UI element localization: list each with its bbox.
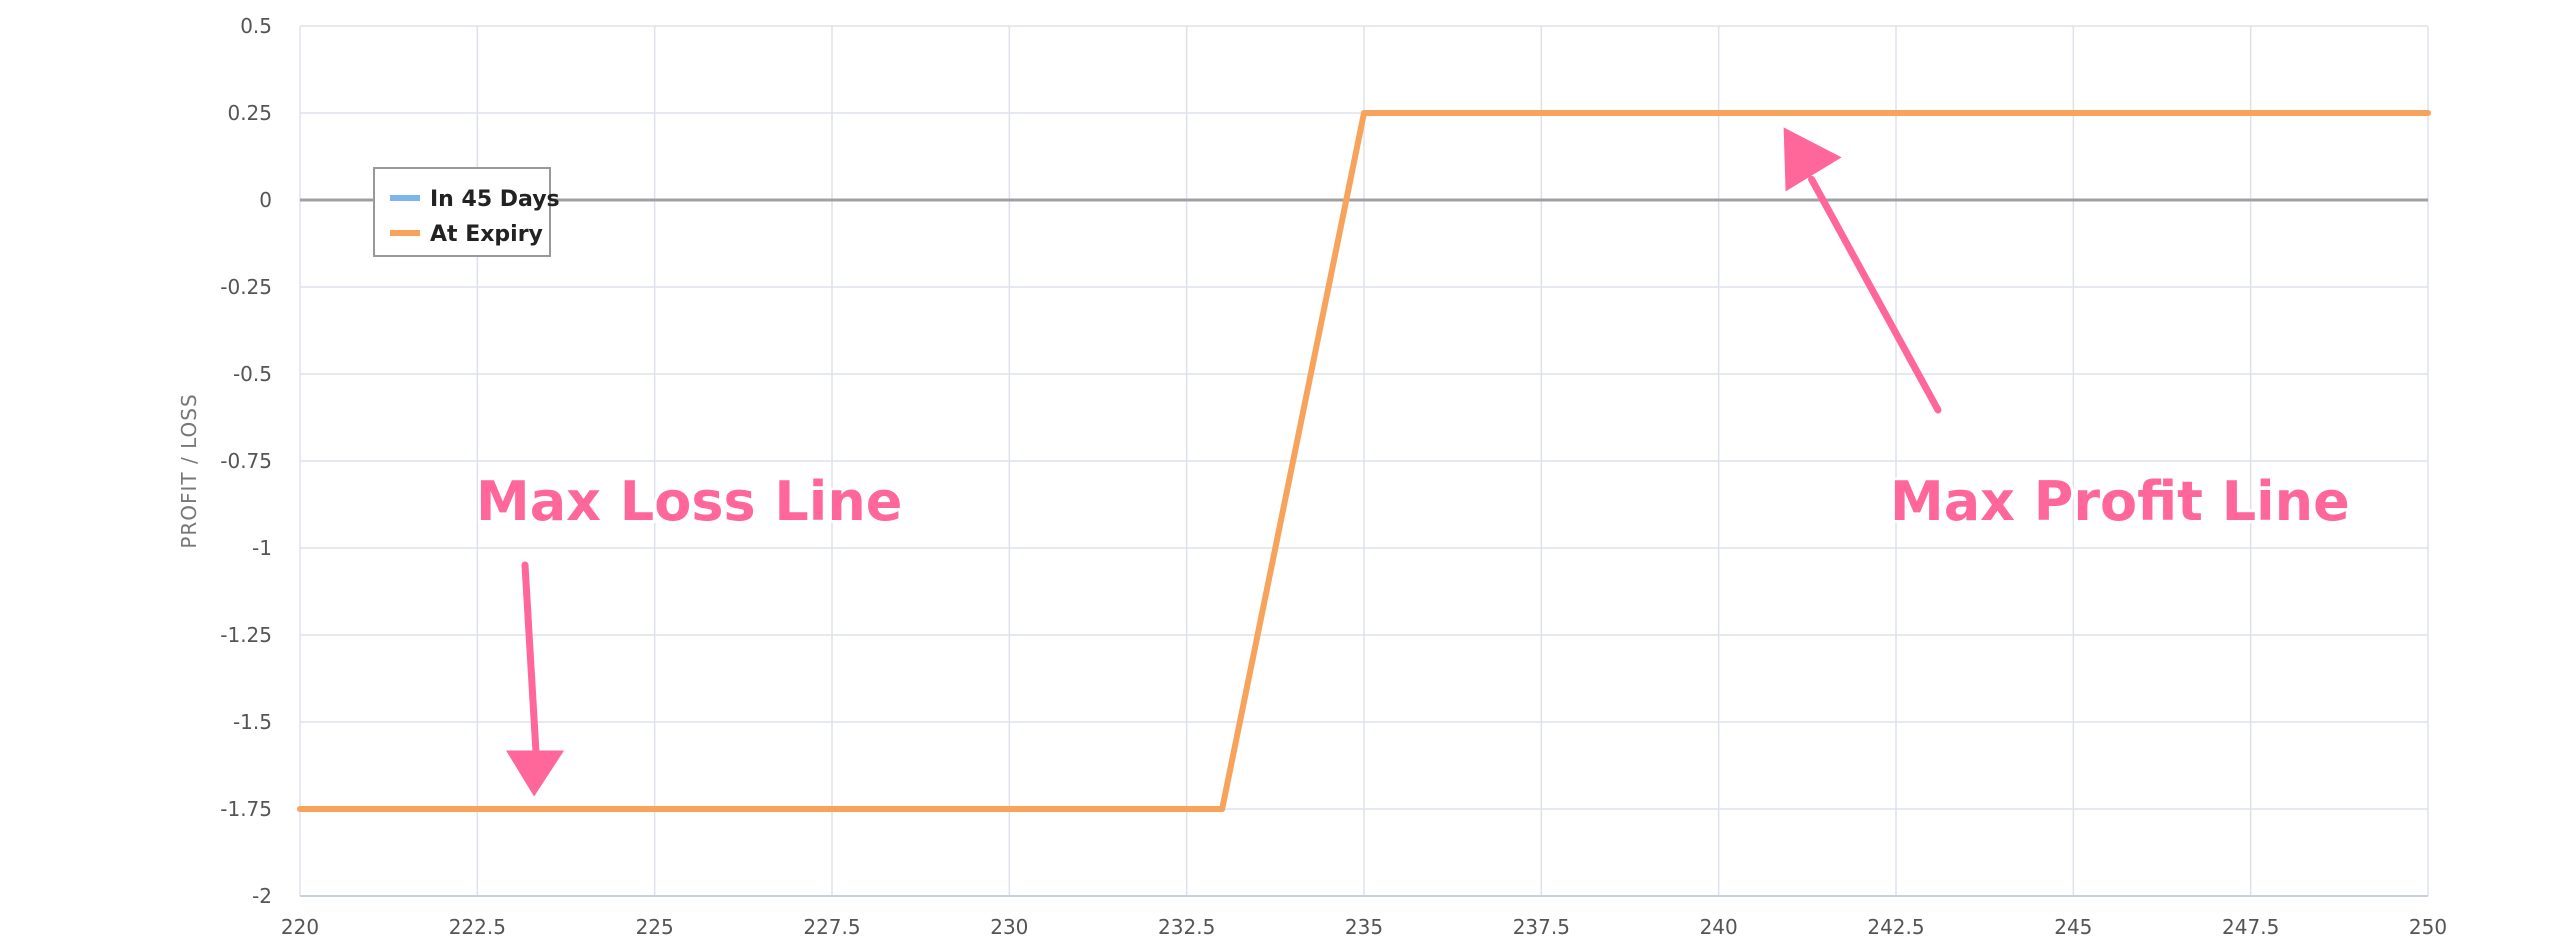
y-tick-label: -0.25 — [220, 275, 272, 299]
arrow-max-profit-shaft — [1808, 175, 1942, 414]
x-tick-label: 245 — [2054, 915, 2092, 939]
y-tick-label: -1.25 — [220, 623, 272, 647]
x-tick-label: 222.5 — [449, 915, 506, 939]
series-line-1 — [297, 110, 2431, 812]
y-axis-label: PROFIT / LOSS — [177, 393, 201, 548]
x-tick-label: 230 — [990, 915, 1028, 939]
y-tick-label: -2 — [252, 884, 272, 908]
x-tick-label: 237.5 — [1513, 915, 1570, 939]
y-tick-label: 0 — [259, 188, 272, 212]
x-tick-label: 235 — [1345, 915, 1383, 939]
arrow-max-loss-head — [506, 750, 565, 797]
x-tick-label: 242.5 — [1867, 915, 1924, 939]
x-tick-label: 227.5 — [803, 915, 860, 939]
x-tick-label: 232.5 — [1158, 915, 1215, 939]
y-tick-label: -1 — [252, 536, 272, 560]
y-tick-label: 0.25 — [227, 101, 272, 125]
legend-entry-0: In 45 Days — [430, 187, 560, 212]
x-tick-label: 220 — [281, 915, 319, 939]
legend[interactable]: In 45 Days At Expiry — [373, 167, 560, 257]
arrow-max-loss-shaft — [521, 561, 540, 758]
series-layer — [297, 110, 2431, 812]
annotation-max-loss: Max Loss Line — [476, 470, 902, 533]
x-tick-label: 240 — [1700, 915, 1738, 939]
arrow-max-profit-head — [1783, 127, 1842, 192]
x-tick-label: 225 — [636, 915, 674, 939]
x-tick-label: 247.5 — [2222, 915, 2279, 939]
y-tick-label: -1.5 — [233, 710, 272, 734]
annotation-max-profit: Max Profit Line — [1890, 470, 2350, 533]
y-axis-ticks: 0.5 0.25 0 -0.25 -0.5 -0.75 -1 -1.25 -1.5 -1.75 -2 — [220, 14, 272, 908]
y-tick-label: -0.5 — [233, 362, 272, 386]
y-tick-label: -0.75 — [220, 449, 272, 473]
chart-grid — [299, 25, 2429, 897]
y-tick-label: -1.75 — [220, 797, 272, 821]
y-tick-label: 0.5 — [240, 14, 272, 38]
legend-entry-1: At Expiry — [430, 222, 543, 247]
x-tick-label: 250 — [2409, 915, 2447, 939]
legend-box — [373, 167, 551, 257]
annotations: Max Loss Line Max Profit Line — [473, 127, 2353, 797]
x-axis-ticks: 220 222.5 225 227.5 230 232.5 235 237.5 240 242.5… — [281, 915, 2447, 939]
